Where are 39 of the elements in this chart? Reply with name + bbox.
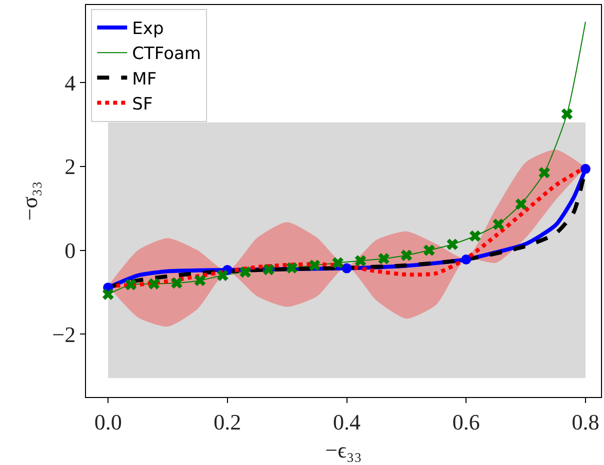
point bbox=[446, 238, 458, 250]
x-axis-title: −ϵ₃₃ bbox=[325, 437, 362, 462]
point bbox=[515, 198, 527, 210]
point bbox=[262, 264, 274, 276]
point bbox=[492, 218, 504, 230]
point bbox=[332, 257, 344, 268]
legend-label: MF bbox=[132, 69, 157, 90]
legend-label: Exp bbox=[132, 19, 164, 40]
x-tick-label: 0.6 bbox=[452, 409, 480, 434]
point bbox=[354, 255, 366, 266]
point bbox=[469, 230, 481, 242]
point bbox=[286, 262, 298, 274]
point bbox=[461, 254, 472, 264]
point bbox=[125, 278, 136, 290]
point bbox=[342, 263, 352, 274]
x-tick-label: 0.2 bbox=[214, 409, 242, 434]
y-tick-label: −2 bbox=[52, 322, 76, 347]
x-tick-label: 0.8 bbox=[572, 409, 600, 434]
y-tick-label: 0 bbox=[64, 238, 76, 263]
point bbox=[217, 270, 228, 282]
point bbox=[102, 288, 114, 300]
point bbox=[240, 266, 251, 278]
point bbox=[400, 250, 412, 261]
point bbox=[194, 274, 206, 286]
point bbox=[423, 244, 435, 256]
y-tick-label: 2 bbox=[64, 154, 76, 180]
x-tick-label: 0.0 bbox=[94, 409, 122, 434]
legend-label: CTFoam bbox=[132, 44, 201, 64]
point bbox=[378, 252, 390, 264]
point bbox=[171, 277, 182, 289]
x-tick-label: 0.4 bbox=[333, 409, 361, 434]
y-tick-label: 4 bbox=[64, 70, 76, 96]
point bbox=[148, 278, 160, 290]
point bbox=[561, 108, 573, 120]
y-axis-title: −σ₃₃ bbox=[16, 181, 42, 221]
point bbox=[538, 167, 550, 178]
legend-label: SF bbox=[132, 94, 153, 114]
point bbox=[580, 164, 590, 174]
point bbox=[308, 260, 320, 272]
